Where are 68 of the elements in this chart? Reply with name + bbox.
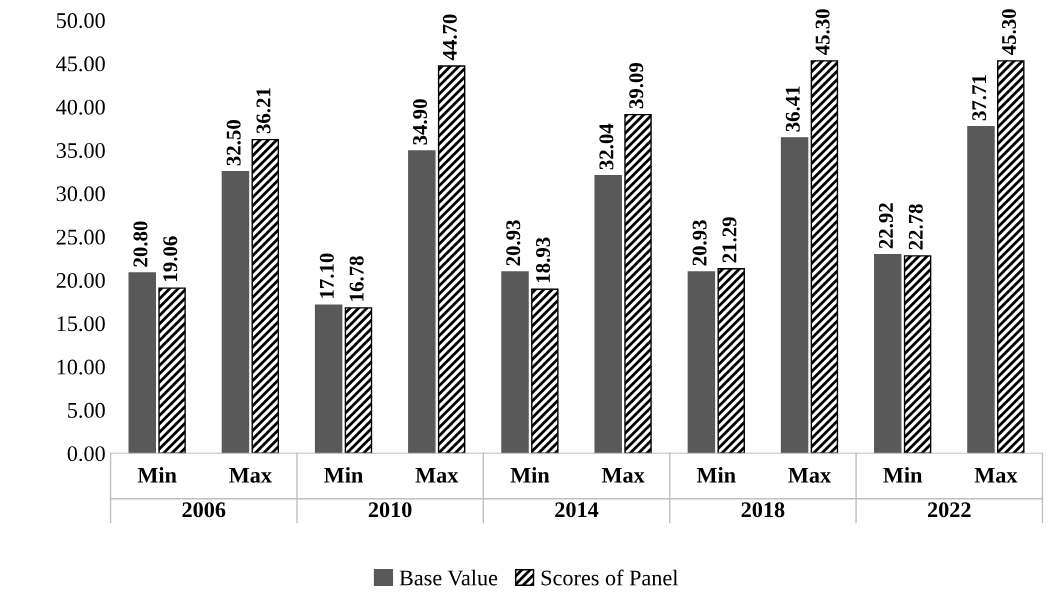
x-tick-label: Min	[137, 467, 177, 483]
bar	[874, 254, 902, 454]
data-label: 45.30	[1001, 9, 1017, 55]
data-label: 36.21	[256, 88, 271, 134]
data-label: 37.71	[972, 75, 987, 121]
bar	[967, 125, 995, 454]
y-tick-label: 15.00	[57, 316, 105, 332]
data-label: 22.78	[908, 204, 923, 250]
x-tick-label: Max	[788, 467, 831, 483]
legend-label: Base Value	[399, 569, 498, 586]
bar	[903, 255, 932, 454]
x-tick-label: Max	[415, 467, 459, 483]
text: 2010	[368, 502, 412, 518]
bar	[624, 113, 652, 454]
text: 2014	[555, 502, 599, 518]
bar	[717, 268, 745, 454]
x-tick-label: Max	[229, 467, 272, 483]
x-tick-label: Min	[324, 467, 363, 483]
bar	[437, 65, 466, 454]
data-label: 34.90	[412, 99, 428, 145]
data-label: 21.29	[722, 217, 737, 263]
y-tick-label: 50.00	[57, 13, 105, 29]
data-label: 36.41	[785, 86, 800, 132]
bar	[158, 287, 186, 454]
data-label: 20.93	[506, 220, 521, 266]
data-label: 39.09	[629, 62, 644, 109]
data-label: 45.30	[815, 9, 830, 55]
bar	[251, 138, 280, 454]
data-label: 16.78	[349, 256, 364, 301]
bar	[531, 288, 559, 454]
y-tick-label: 10.00	[57, 359, 105, 375]
text: 2018	[741, 502, 785, 518]
y-tick-label: 35.00	[56, 142, 105, 159]
x-tick-label: Min	[510, 467, 550, 483]
x-tick-label: Max	[974, 467, 1018, 483]
text: 2006	[182, 502, 226, 518]
bar	[780, 137, 809, 454]
bar	[128, 272, 156, 454]
data-label: 22.92	[878, 203, 894, 249]
data-label: 17.10	[319, 253, 334, 298]
data-label: 44.70	[442, 14, 457, 61]
y-tick-label: 5.00	[68, 402, 105, 418]
y-tick-label: 25.00	[56, 229, 105, 245]
bar	[408, 150, 436, 454]
bar	[314, 304, 343, 454]
data-label: 20.93	[692, 220, 707, 266]
y-tick-label: 30.00	[56, 186, 105, 202]
x-tick-label: Min	[883, 467, 923, 483]
x-tick-label: Max	[601, 467, 645, 483]
bar	[687, 271, 716, 454]
data-label: 20.80	[133, 221, 148, 267]
y-tick-label: 0.00	[67, 446, 105, 462]
bar	[997, 60, 1025, 454]
bar	[594, 175, 622, 454]
data-label: 32.04	[599, 123, 614, 170]
bar	[810, 60, 839, 454]
data-label: 32.50	[226, 120, 241, 166]
bar	[344, 307, 373, 454]
data-label: 19.06	[163, 236, 178, 281]
y-tick-label: 40.00	[56, 99, 105, 115]
text: 2022	[927, 502, 971, 518]
y-tick-label: 20.00	[56, 272, 105, 289]
x-tick-label: Min	[696, 467, 736, 483]
y-tick-label: 45.00	[56, 56, 105, 72]
legend-label: Scores of Panel	[541, 569, 678, 586]
data-label: 18.93	[535, 237, 551, 283]
bar	[221, 171, 250, 454]
bar	[501, 271, 529, 454]
